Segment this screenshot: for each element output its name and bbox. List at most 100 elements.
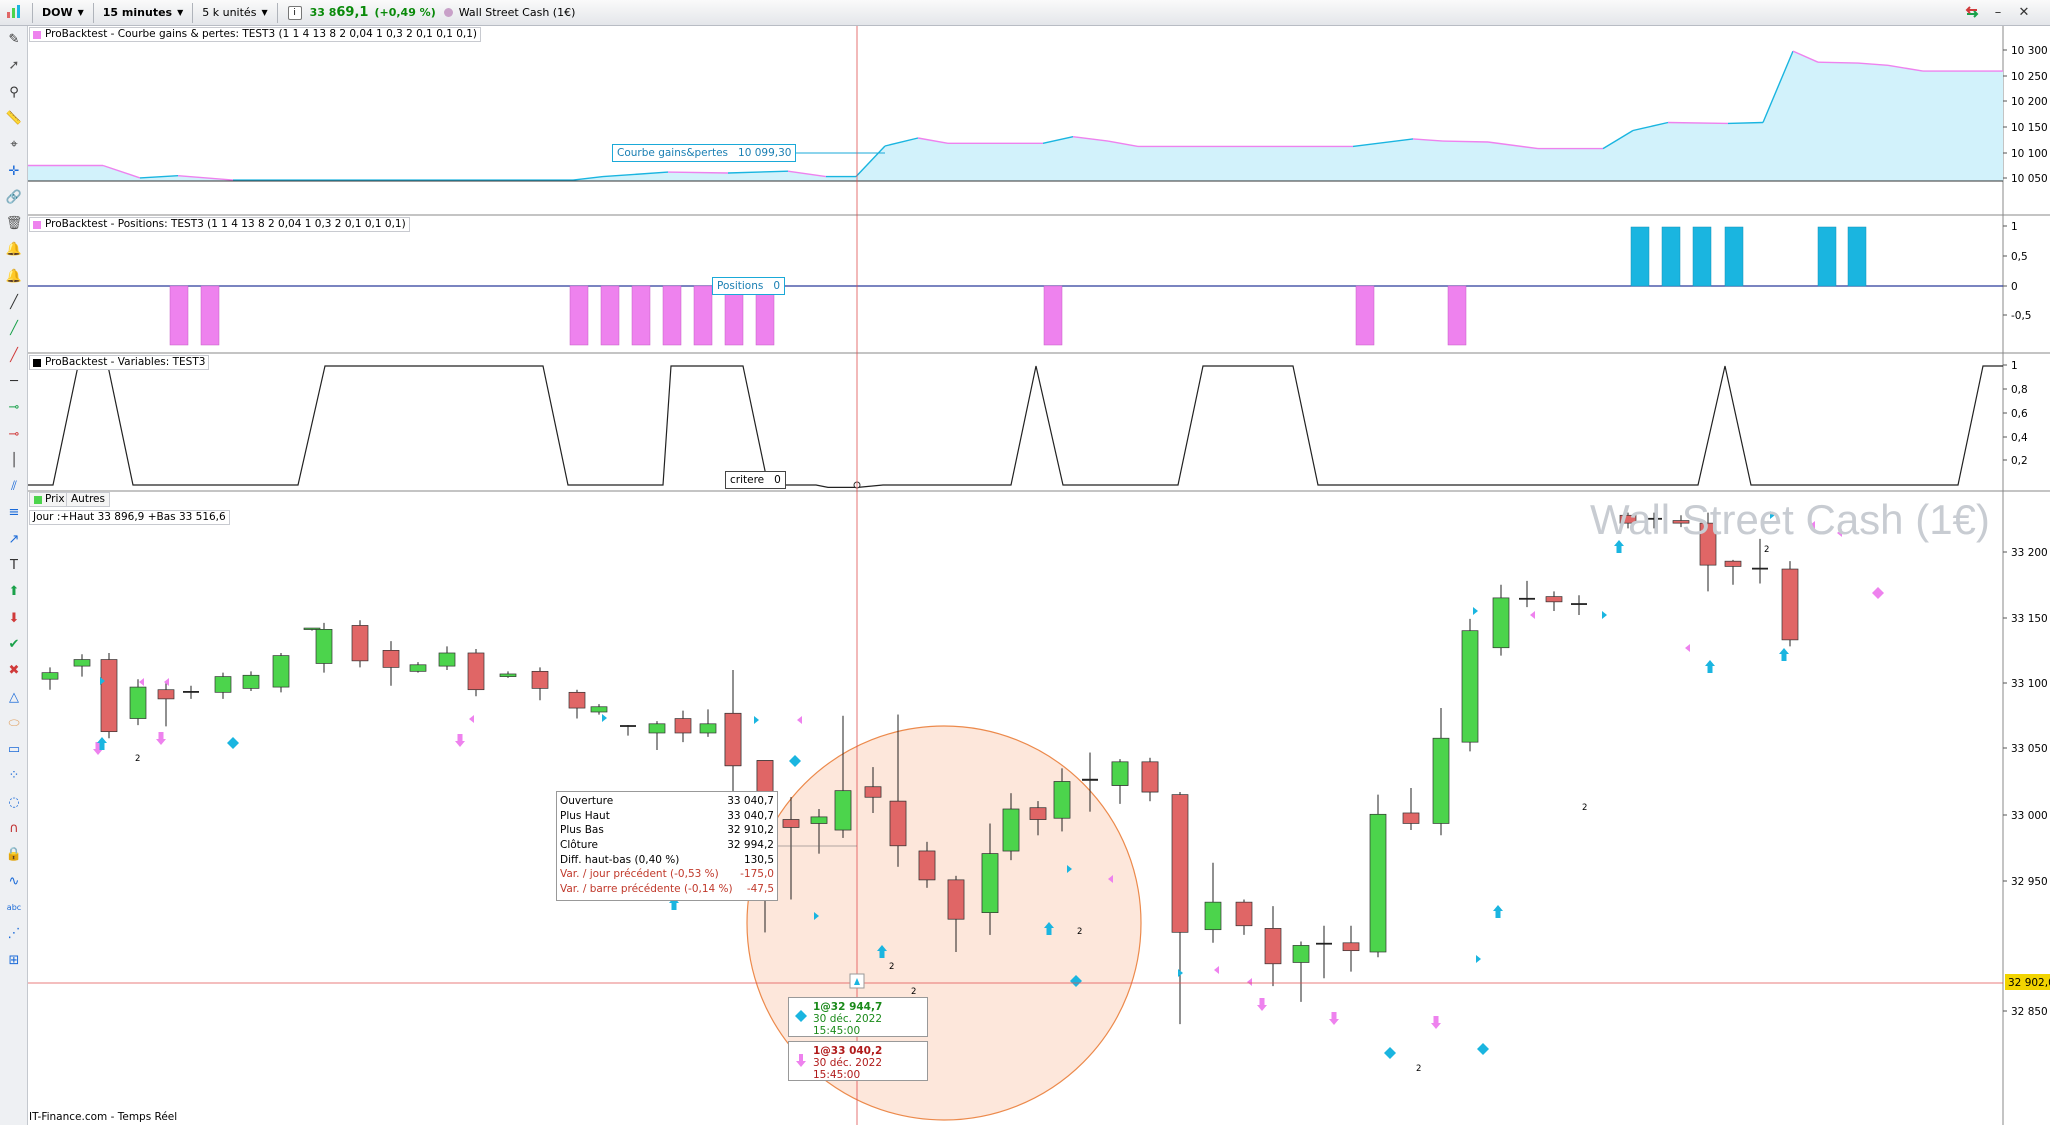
- crosshair-icon[interactable]: ✛: [8, 163, 20, 179]
- fan-icon[interactable]: ⋰: [7, 926, 21, 942]
- trend-icon[interactable]: ↗: [8, 531, 20, 547]
- equity-axis-label: 10 100: [2011, 148, 2048, 160]
- positions-axis-label: -0,5: [2011, 310, 2032, 322]
- instrument-watermark: Wall Street Cash (1€): [1590, 496, 1990, 543]
- ohlc-label: Clôture: [560, 839, 598, 852]
- horizontal-line-icon[interactable]: ─: [10, 373, 18, 389]
- variables-panel-title[interactable]: ProBacktest - Variables: TEST3: [29, 355, 210, 370]
- positions-legend-icon: [33, 220, 41, 229]
- trade-triangle-icon: [602, 714, 607, 722]
- cursor-icon[interactable]: ➚: [8, 58, 20, 74]
- window-controls: – ✕: [1964, 5, 2050, 21]
- equity-value-tag: Courbe gains&pertes 10 099,30: [612, 144, 797, 162]
- zoom-icon[interactable]: ⚲: [9, 84, 19, 100]
- trade-diamond-icon: [1872, 587, 1884, 599]
- tab-prix[interactable]: Prix: [29, 492, 70, 507]
- trade-diamond-icon: [227, 737, 239, 749]
- ohlc-tooltip: Ouverture 33 040,7 Plus Haut 33 040,7 Plus B…: [556, 791, 778, 901]
- vertical-line-icon[interactable]: │: [10, 452, 18, 468]
- candle-body: [918, 850, 936, 881]
- symbol-selector[interactable]: DOW ▼: [37, 3, 89, 23]
- ellipse-icon[interactable]: ⬭: [8, 715, 20, 731]
- candle-body: [183, 691, 199, 693]
- tab-autres[interactable]: Autres: [66, 492, 110, 507]
- close-icon[interactable]: ✕: [2018, 4, 2030, 20]
- minimize-icon[interactable]: –: [1994, 4, 2002, 20]
- cycle-icon[interactable]: ◌: [8, 794, 20, 810]
- equity-segment: [1727, 121, 1764, 125]
- red-ray-icon[interactable]: ⊸: [8, 426, 20, 442]
- equity-tag-label: Courbe gains&pertes: [617, 147, 729, 159]
- units-selector[interactable]: 5 k unités ▼: [197, 3, 272, 23]
- restore-icon[interactable]: [1964, 5, 1980, 21]
- trash-icon[interactable]: 🗑: [5, 216, 23, 232]
- magnet-icon[interactable]: ⌖: [10, 137, 18, 153]
- trade-count-label: 2: [889, 962, 894, 972]
- position-short-bar: [662, 285, 682, 346]
- candle-body: [531, 670, 549, 689]
- trade-down-arrow-icon: [455, 734, 465, 747]
- chart-logo-icon[interactable]: [6, 3, 28, 23]
- ohlc-row: Diff. haut-bas (0,40 %) 130,5: [560, 853, 774, 868]
- candle-body: [724, 712, 742, 767]
- ohlc-value: -175,0: [740, 868, 774, 881]
- equity-segment: [177, 175, 234, 181]
- points-icon[interactable]: ⁘: [8, 768, 20, 784]
- variables-legend-icon: [33, 358, 41, 367]
- trade-triangle-icon: [1530, 611, 1535, 619]
- green-ray-icon[interactable]: ⊸: [8, 400, 20, 416]
- equity-panel-title[interactable]: ProBacktest - Courbe gains & pertes: TES…: [29, 27, 482, 42]
- trade-count-label: 2: [1077, 927, 1082, 937]
- candle-body: [1053, 781, 1071, 819]
- trade-triangle-icon: [1837, 529, 1842, 537]
- trade-triangle-icon: [164, 678, 169, 686]
- rectangle-icon[interactable]: ▭: [7, 742, 21, 758]
- wave-icon[interactable]: ∿: [8, 873, 20, 889]
- equity-axis-label: 10 150: [2011, 122, 2048, 134]
- candle-body: [303, 627, 321, 630]
- trade-triangle-icon: [139, 678, 144, 686]
- text-icon[interactable]: T: [10, 558, 18, 573]
- trade-triangle-icon: [1770, 511, 1775, 519]
- alarm-on-icon[interactable]: 🔔: [5, 268, 23, 284]
- timeframe-selector[interactable]: 15 minutes ▼: [98, 3, 188, 23]
- lock-icon[interactable]: 🔒: [5, 847, 23, 863]
- ohlc-value: 33 040,7: [727, 809, 774, 822]
- pencil-icon[interactable]: ✎: [8, 32, 20, 47]
- alarm-icon[interactable]: 🔔: [5, 242, 23, 258]
- red-line-icon[interactable]: ╱: [10, 347, 18, 363]
- candle-body: [1519, 597, 1535, 600]
- line-icon[interactable]: ╱: [10, 295, 18, 310]
- ohlc-row: Var. / jour précédent (-0,53 %) -175,0: [560, 867, 774, 882]
- equity-segment: [1667, 121, 1729, 125]
- fibonacci-icon[interactable]: ≡: [8, 505, 20, 521]
- price-change: (+0,49 %): [374, 6, 436, 19]
- equity-segment: [917, 137, 949, 144]
- green-line-icon[interactable]: ╱: [10, 321, 18, 337]
- positions-axis-label: 1: [2011, 221, 2018, 233]
- cross-icon[interactable]: ✖: [8, 663, 20, 679]
- link-icon[interactable]: 🔗: [5, 189, 23, 205]
- position-short-bar: [1355, 285, 1375, 346]
- toolbar-separator: [276, 2, 278, 23]
- buy-arrow-icon[interactable]: ⬆: [8, 584, 20, 600]
- equity-axis-label: 10 050: [2011, 173, 2048, 185]
- ruler-icon[interactable]: 📏: [5, 110, 23, 126]
- check-icon[interactable]: ✔: [8, 636, 20, 652]
- abc-icon[interactable]: abc: [6, 902, 22, 912]
- triangle-icon[interactable]: △: [9, 689, 19, 705]
- magnet-u-icon[interactable]: ∩: [9, 821, 19, 836]
- price-axis-label: 33 100: [2011, 678, 2048, 690]
- positions-panel-title[interactable]: ProBacktest - Positions: TEST3 (1 1 4 13…: [29, 217, 410, 232]
- equity-segment: [1352, 138, 1414, 148]
- sell-arrow-icon[interactable]: ⬇: [8, 610, 20, 626]
- critere-line: [28, 365, 2003, 488]
- channel-icon[interactable]: ⫽: [11, 479, 17, 495]
- trade-up-arrow-icon: [1705, 660, 1715, 673]
- equity-segment: [667, 171, 729, 174]
- ohlc-label: Var. / jour précédent (-0,53 %): [560, 868, 719, 881]
- trade-down-arrow-icon: [1431, 1016, 1441, 1029]
- info-icon[interactable]: i: [287, 5, 302, 20]
- gann-icon[interactable]: ⊞: [8, 952, 20, 968]
